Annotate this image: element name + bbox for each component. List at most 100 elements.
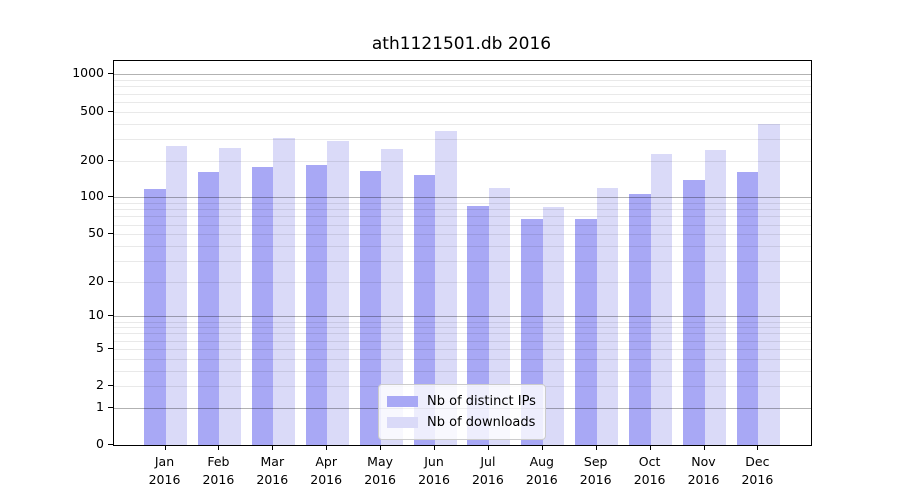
y-tick-label: 200 (80, 151, 104, 167)
minor-gridline (114, 160, 811, 162)
bar-downloads (596, 188, 619, 445)
x-tick (380, 445, 382, 450)
x-tick-label-line: Feb (207, 454, 230, 469)
x-tick-label-line: 2016 (633, 472, 666, 487)
x-tick-label: Apr 2016 (296, 453, 356, 489)
x-tick-label-line: Oct (638, 454, 661, 469)
minor-gridline (114, 203, 811, 205)
major-gridline (114, 74, 811, 76)
bar-downloads (435, 130, 457, 445)
x-tick-label-line: 2016 (148, 472, 181, 487)
x-tick-label: May 2016 (350, 453, 410, 489)
major-gridline (114, 197, 811, 199)
bar-downloads (381, 148, 403, 445)
x-tick (649, 445, 651, 450)
x-tick-label: Mar 2016 (242, 453, 302, 489)
x-tick-label: Jun 2016 (404, 453, 464, 489)
legend-swatch-downloads-icon (387, 417, 418, 428)
minor-gridline (114, 234, 811, 236)
bar-distinct-ips (359, 170, 382, 445)
bar-distinct-ips (575, 218, 597, 445)
minor-gridline (114, 80, 811, 82)
minor-gridline (114, 370, 811, 372)
x-tick (434, 445, 435, 450)
x-tick-label-line: 2016 (471, 472, 504, 487)
x-tick-label: Aug 2016 (512, 453, 572, 489)
minor-gridline (114, 111, 811, 113)
x-tick-label-line: 2016 (525, 472, 558, 487)
bar-downloads (273, 138, 295, 445)
x-tick-label-line: Nov (691, 454, 716, 469)
y-tick-label: 1 (96, 398, 104, 414)
plot-area: Nb of distinct IPs Nb of downloads (113, 60, 812, 446)
minor-gridline (114, 348, 811, 350)
minor-gridline (114, 224, 811, 226)
y-tick (108, 406, 113, 408)
y-tick-label: 500 (80, 102, 104, 118)
minor-gridline (114, 327, 811, 329)
x-tick-label-line: Jan (154, 454, 175, 469)
x-tick-label-line: 2016 (687, 472, 720, 487)
legend-label-distinct-ips: Nb of distinct IPs (427, 394, 536, 409)
legend: Nb of distinct IPs Nb of downloads (378, 384, 546, 440)
minor-gridline (114, 101, 811, 103)
bar-distinct-ips (305, 164, 328, 445)
x-tick (541, 445, 543, 450)
x-tick-label-line: 2016 (741, 472, 774, 487)
x-tick-label-line: Mar (260, 454, 285, 469)
y-tick-label: 50 (88, 225, 104, 241)
minor-gridline (114, 138, 811, 140)
y-tick (108, 196, 113, 198)
minor-gridline (114, 93, 811, 95)
y-tick-label: 1000 (72, 65, 104, 81)
x-tick (595, 445, 597, 450)
x-tick-label-line: Sep (583, 454, 608, 469)
x-tick-label: Nov 2016 (674, 453, 734, 489)
bar-distinct-ips (683, 179, 705, 445)
bar-downloads (327, 141, 349, 445)
x-tick-label-line: 2016 (256, 472, 289, 487)
bar-distinct-ips (629, 193, 651, 445)
y-tick (108, 385, 113, 387)
chart-title: ath1121501.db 2016 (371, 34, 552, 54)
x-tick-label: Feb 2016 (188, 453, 248, 489)
x-tick (757, 445, 759, 450)
y-tick (108, 280, 113, 282)
y-tick (108, 110, 113, 112)
x-tick (164, 445, 166, 450)
minor-gridline (114, 86, 811, 88)
minor-gridline (114, 260, 811, 262)
x-tick-label-line: 2016 (364, 472, 396, 487)
x-tick-label-line: May (367, 454, 394, 469)
bar-distinct-ips (413, 174, 435, 445)
y-tick-label: 0 (96, 436, 104, 451)
y-tick-label: 100 (80, 188, 104, 204)
y-tick (108, 347, 113, 349)
minor-gridline (114, 358, 811, 360)
x-tick (703, 445, 705, 450)
legend-row-downloads: Nb of downloads (387, 412, 537, 433)
legend-row-distinct-ips: Nb of distinct IPs (387, 391, 537, 412)
bar-downloads (219, 147, 241, 445)
bar-downloads (165, 145, 187, 445)
x-tick-label: Sep 2016 (566, 453, 626, 489)
x-tick-label-line: 2016 (418, 472, 450, 487)
x-tick (487, 445, 489, 450)
bar-downloads (704, 149, 726, 445)
x-tick-label-line: Jun (424, 454, 444, 469)
x-tick-label-line: 2016 (202, 472, 235, 487)
x-tick-label-line: Jul (480, 454, 496, 469)
x-tick-label-line: 2016 (579, 472, 612, 487)
minor-gridline (114, 333, 811, 335)
x-tick-label: Dec 2016 (727, 453, 787, 489)
x-tick-label-line: Aug (529, 454, 554, 469)
minor-gridline (114, 281, 811, 283)
legend-swatch-distinct-ips-icon (387, 396, 418, 407)
minor-gridline (114, 245, 811, 247)
bar-downloads (542, 207, 565, 445)
y-tick (108, 444, 113, 445)
x-tick (218, 445, 220, 450)
bar-distinct-ips (251, 166, 274, 445)
y-tick-label: 2 (96, 377, 104, 393)
